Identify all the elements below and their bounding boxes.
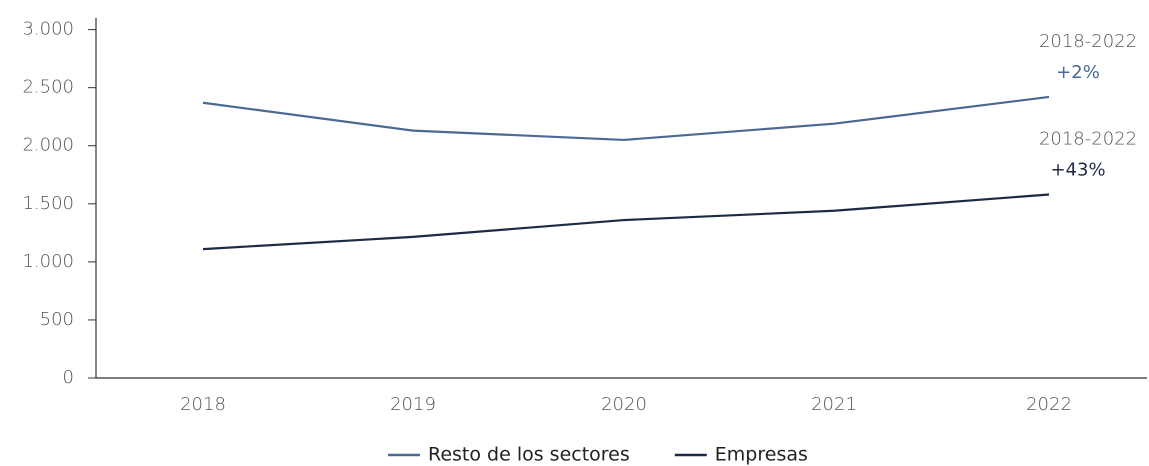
y-tick-label: 1.500 (22, 193, 74, 214)
annotation-change: +43% (1050, 160, 1105, 181)
y-tick-label: 3.000 (22, 19, 74, 40)
x-tick-label: 2020 (601, 394, 647, 415)
annotation-period: 2018-2022 (1039, 31, 1137, 52)
x-tick-label: 2019 (390, 394, 436, 415)
x-tick-label: 2022 (1026, 394, 1072, 415)
y-tick-label: 1.000 (22, 251, 74, 272)
legend-label: Resto de los sectores (428, 444, 630, 466)
y-tick-label: 0 (63, 367, 74, 388)
x-tick-label: 2018 (180, 394, 226, 415)
series-line (202, 95, 1050, 142)
y-tick-label: 2.500 (22, 77, 74, 98)
annotation-period: 2018-2022 (1039, 129, 1137, 150)
x-tick-label: 2021 (811, 394, 857, 415)
y-tick-label: 2.000 (22, 135, 74, 156)
annotation-change: +2% (1056, 62, 1100, 83)
series-line (202, 193, 1050, 251)
legend-label: Empresas (715, 444, 808, 466)
y-tick-label: 500 (40, 309, 74, 330)
